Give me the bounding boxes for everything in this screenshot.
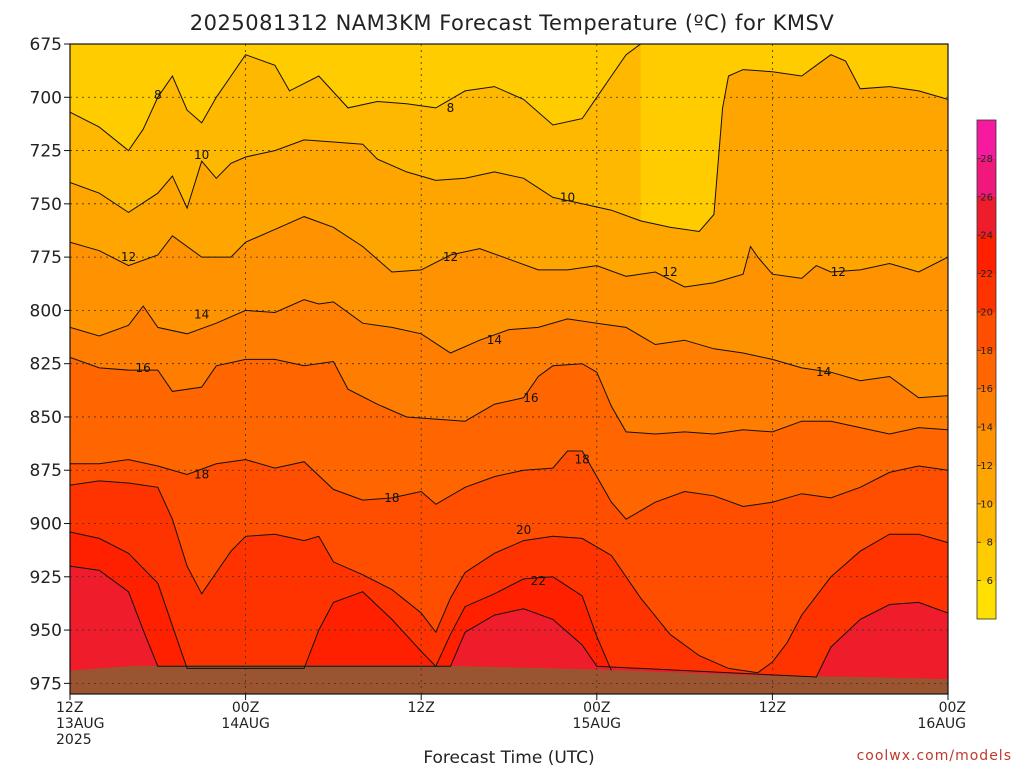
x-tick-label: 00Z [939,700,966,716]
colorbar: 6 8 10 12 14 16 18 20 22 24 26 28 [976,119,997,620]
x-tick-label: 12Z [759,700,786,716]
colorbar-swatch [977,120,996,159]
x-tick-label: 15AUG [573,716,622,732]
isotherm-label: 12 [121,250,136,264]
isotherm-16 [70,356,948,435]
ground-fill [70,665,948,694]
isotherm-label: 14 [487,333,502,347]
isotherm-label: 16 [136,361,151,375]
colorbar-tick-label: 10 [980,499,993,510]
y-tick-label: 750 [30,195,62,215]
y-tick-label: 675 [30,35,62,55]
y-axis: 675 700 725 750 775 800 825 850 875 900 925 950 975 [30,35,70,694]
colorbar-tick-label: 26 [980,192,993,203]
x-tick-label: 00Z [583,700,610,716]
x-tick-label: 12Z [56,700,83,716]
colorbar-tick-label: 20 [980,307,993,318]
isotherm-12 [70,216,948,288]
isotherm-lines [70,44,948,678]
colorbar-swatch [977,503,996,543]
y-tick-label: 825 [30,355,62,375]
y-tick-label: 950 [30,621,62,641]
x-axis-label: Forecast Time (UTC) [423,748,594,768]
colorbar-swatch [977,196,996,236]
isotherm-label: 22 [531,574,546,588]
isotherm-label: 14 [194,308,209,322]
x-tick-label: 13AUG [56,716,105,732]
colorbar-tick-label: 16 [980,384,993,395]
colorbar-swatch [977,311,996,351]
colorbar-swatch [977,465,996,505]
isotherm-18 [70,450,948,520]
isotherm-label: 12 [831,265,846,279]
isotherm-labels: 8 8 10 10 12 12 12 12 14 14 14 16 16 18 18 18 20 22 [121,88,846,588]
colorbar-swatch [977,235,996,275]
plot-frame [69,43,949,695]
colorbar-tick-label: 28 [980,154,993,165]
ground-layer [70,665,948,694]
colorbar-tick-label: 12 [980,461,993,472]
y-tick-label: 725 [30,142,62,162]
colorbar-swatch [977,350,996,390]
isotherm-label: 10 [194,148,209,162]
isotherm-label: 18 [575,453,590,467]
colorbar-tick-label: 8 [987,538,993,549]
isotherm-label: 14 [816,365,831,379]
x-tick-label: 14AUG [221,716,270,732]
y-tick-label: 775 [30,248,62,268]
colorbar-swatch [977,158,996,198]
isotherm-label: 10 [560,190,575,204]
colorbar-swatch [977,388,996,428]
isotherm-label: 12 [443,250,458,264]
y-tick-label: 800 [30,301,62,321]
isotherm-20 [70,480,948,674]
isotherm-8 [70,44,641,152]
y-tick-label: 975 [30,674,62,694]
colorbar-tick-label: 18 [980,346,993,357]
y-tick-label: 900 [30,515,62,535]
colorbar-tick-label: 6 [987,576,993,587]
colorbar-tick-label: 14 [980,423,993,434]
colorbar-tick-label: 24 [980,231,993,242]
colorbar-swatch [977,542,996,582]
temperature-bands [70,44,948,694]
x-tick-label: 16AUG [918,716,967,732]
colorbar-swatch [977,580,996,620]
isotherm-24 [70,565,948,678]
chart-title: 2025081312 NAM3KM Forecast Temperature (… [190,11,835,35]
isotherm-label: 12 [662,265,677,279]
colorbar-tick-label: 22 [980,269,993,280]
isotherm-14 [70,299,948,399]
isotherm-label: 8 [154,88,162,102]
isotherm-label: 18 [194,467,209,481]
isotherm-10 [70,54,948,233]
isotherm-label: 8 [447,101,455,115]
isotherm-label: 18 [384,491,399,505]
credit-text: coolwx.com/models [857,748,1012,764]
y-tick-label: 700 [30,88,62,108]
x-tick-label: 12Z [407,700,434,716]
colorbar-swatch [977,427,996,466]
y-tick-label: 925 [30,568,62,588]
y-tick-label: 850 [30,408,62,428]
colorbar-swatch [977,273,996,313]
y-tick-label: 875 [30,461,62,481]
isotherm-label: 20 [516,523,531,537]
x-tick-label: 2025 [56,732,92,748]
isotherm-22 [70,531,612,671]
colorbar-frame [976,119,997,620]
x-tick-label: 00Z [232,700,259,716]
isotherm-label: 16 [523,391,538,405]
